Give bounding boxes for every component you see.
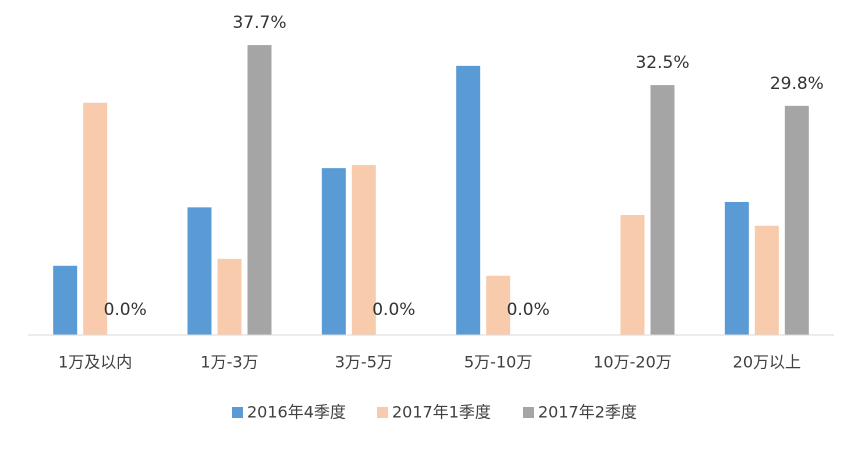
legend-swatch (523, 407, 534, 418)
bar (650, 85, 675, 335)
data-label: 37.7% (232, 13, 286, 33)
x-tick-label: 10万-20万 (593, 353, 672, 372)
bar (456, 65, 481, 335)
legend-label: 2017年2季度 (538, 403, 637, 422)
x-tick-label: 1万-3万 (200, 353, 258, 372)
legend-swatch (232, 407, 243, 418)
x-tick-label: 20万以上 (733, 353, 801, 372)
data-label: 0.0% (372, 300, 415, 320)
legend-label: 2016年4季度 (247, 403, 346, 422)
bar (351, 165, 376, 335)
bar (724, 201, 749, 335)
data-label: 29.8% (770, 74, 824, 94)
x-tick-label: 1万及以内 (58, 353, 132, 372)
bar (486, 275, 511, 335)
x-tick-label: 5万-10万 (464, 353, 532, 372)
legend-swatch (377, 407, 388, 418)
bar (247, 45, 272, 335)
x-tick-label: 3万-5万 (335, 353, 393, 372)
bar (321, 168, 346, 335)
bar (83, 102, 108, 336)
data-label: 0.0% (104, 300, 147, 320)
bar (53, 265, 78, 335)
bar (620, 215, 645, 335)
bar (187, 207, 212, 335)
bar (217, 258, 242, 335)
data-label: 0.0% (507, 300, 550, 320)
bar (754, 225, 779, 335)
bar (784, 105, 809, 335)
legend-label: 2017年1季度 (392, 403, 491, 422)
data-label: 32.5% (635, 53, 689, 73)
